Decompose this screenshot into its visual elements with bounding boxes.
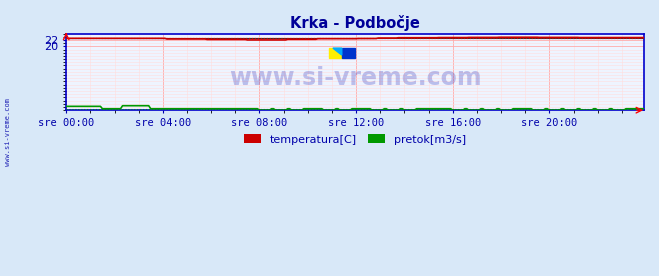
Title: Krka - Podbočje: Krka - Podbočje (290, 15, 420, 31)
Legend: temperatura[C], pretok[m3/s]: temperatura[C], pretok[m3/s] (240, 130, 471, 149)
Bar (329, 48, 342, 58)
Text: www.si-vreme.com: www.si-vreme.com (229, 66, 482, 90)
Bar (342, 48, 355, 58)
Polygon shape (333, 48, 342, 55)
Text: www.si-vreme.com: www.si-vreme.com (5, 99, 11, 166)
